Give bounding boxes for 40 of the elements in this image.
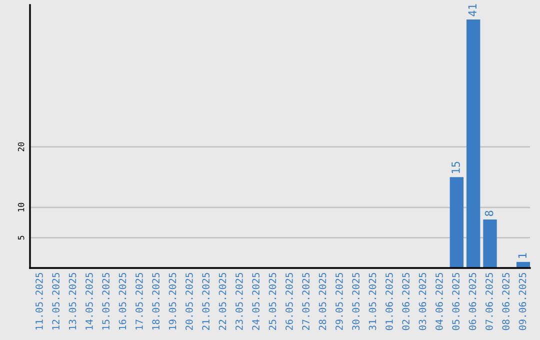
x-tick-label: 04.06.2025 (435, 272, 443, 330)
x-tick-label: 18.05.2025 (152, 272, 160, 330)
x-tick-label: 01.06.2025 (385, 272, 393, 330)
x-tick-label: 11.05.2025 (35, 272, 43, 330)
bar (450, 177, 464, 268)
x-tick-label: 03.06.2025 (418, 272, 426, 330)
y-tick-label: 20 (18, 142, 24, 152)
data-label: 41 (468, 4, 476, 16)
x-tick-label: 14.05.2025 (85, 272, 93, 330)
x-tick-label: 30.05.2025 (352, 272, 360, 330)
x-tick-label: 12.05.2025 (52, 272, 60, 330)
x-tick-label: 15.05.2025 (102, 272, 110, 330)
x-tick-label: 06.06.2025 (468, 272, 476, 330)
x-tick-label: 29.05.2025 (335, 272, 343, 330)
x-tick-label: 07.06.2025 (485, 272, 493, 330)
x-tick-label: 08.06.2025 (502, 272, 510, 330)
x-tick-label: 05.06.2025 (452, 272, 460, 330)
x-tick-label: 02.06.2025 (402, 272, 410, 330)
x-tick-label: 16.05.2025 (118, 272, 126, 330)
x-tick-label: 21.05.2025 (202, 272, 210, 330)
data-label: 8 (484, 210, 494, 216)
bar (483, 220, 497, 268)
x-tick-label: 24.05.2025 (252, 272, 260, 330)
y-tick-label: 10 (18, 202, 24, 212)
y-tick-label: 5 (18, 236, 24, 240)
x-tick-label: 25.05.2025 (268, 272, 276, 330)
x-tick-label: 20.05.2025 (185, 272, 193, 330)
data-label: 15 (452, 162, 460, 173)
x-tick-label: 28.05.2025 (318, 272, 326, 330)
x-tick-label: 26.05.2025 (285, 272, 293, 330)
x-tick-label: 17.05.2025 (135, 272, 143, 330)
x-tick-label: 22.05.2025 (218, 272, 226, 330)
x-tick-label: 13.05.2025 (68, 272, 76, 330)
x-tick-label: 09.06.2025 (518, 272, 526, 330)
x-tick-label: 27.05.2025 (302, 272, 310, 330)
x-tick-label: 23.05.2025 (235, 272, 243, 330)
bar (466, 20, 480, 268)
x-tick-label: 31.05.2025 (368, 272, 376, 330)
data-label: 1 (518, 253, 526, 258)
x-tick-label: 19.05.2025 (168, 272, 176, 330)
